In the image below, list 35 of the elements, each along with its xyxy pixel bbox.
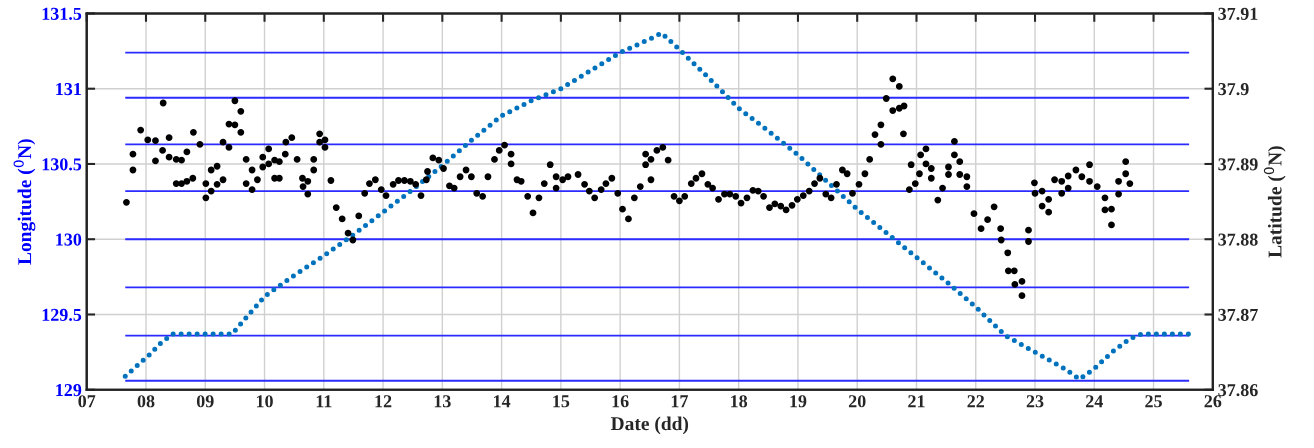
x-tick-label: 21 — [908, 395, 925, 408]
y-tick-label: 130 — [56, 233, 82, 246]
x-tick-label: 26 — [1204, 395, 1222, 408]
x-tick-label: 23 — [1026, 395, 1044, 408]
x-tick-label: 07 — [78, 395, 96, 408]
y2-tick-label: 37.86 — [1218, 384, 1258, 397]
x-tick-label: 16 — [612, 395, 629, 408]
x-tick-label: 18 — [731, 395, 748, 408]
x-tick-label: 22 — [967, 395, 984, 408]
x-tick-label: 19 — [790, 395, 807, 408]
x-tick-label: 08 — [137, 395, 155, 408]
y-tick-label: 131.5 — [42, 7, 82, 20]
x-tick-label: 20 — [848, 395, 866, 408]
x-tick-label: 15 — [553, 395, 570, 408]
y-axis-title: Longitude ($^{0}$N) — [13, 139, 36, 265]
y-tick-label: 129.5 — [42, 308, 82, 322]
x-tick-label: 11 — [316, 395, 332, 408]
y-tick-label: 130.5 — [42, 158, 82, 171]
y2-tick-label: 37.89 — [1218, 158, 1258, 171]
y2-tick-label: 37.88 — [1218, 233, 1258, 246]
y2-tick-label: 37.87 — [1218, 308, 1258, 322]
y2-tick-label: 37.91 — [1218, 7, 1258, 20]
x-tick-label: 17 — [671, 395, 688, 408]
x-tick-label: 24 — [1086, 395, 1103, 408]
y2-axis-title: Latitude ($^{0}$N) — [1263, 146, 1286, 258]
x-tick-label: 10 — [256, 395, 273, 408]
x-tick-label: 14 — [494, 395, 511, 408]
x-tick-label: 13 — [434, 395, 451, 408]
y2-tick-label: 37.9 — [1218, 83, 1249, 96]
y-tick-label: 129 — [56, 384, 82, 397]
y-tick-label: 131 — [56, 83, 81, 96]
x-axis-title: Date (dd) — [610, 416, 689, 435]
x-tick-label: 12 — [375, 395, 392, 408]
x-tick-label: 25 — [1145, 395, 1162, 408]
x-tick-label: 09 — [196, 395, 214, 408]
